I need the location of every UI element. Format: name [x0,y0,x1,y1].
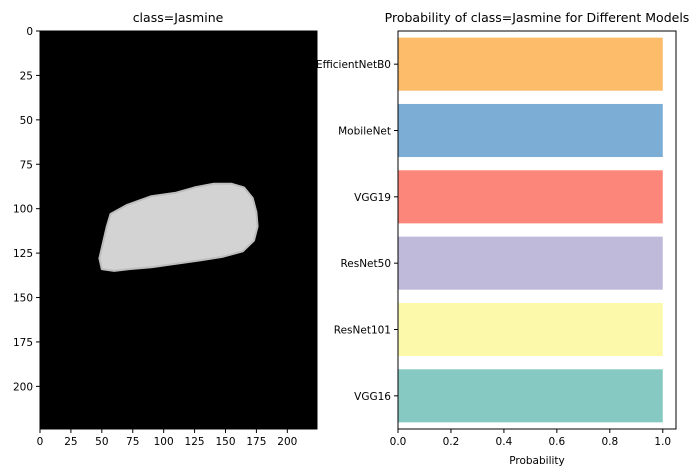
image-frame [39,30,318,430]
bar-chart-title: Probability of class=Jasmine for Differe… [385,10,690,25]
x-tick-label: 200 [277,436,297,448]
bar-mobilenet [398,103,663,158]
bar-vgg16 [398,369,663,423]
image-title: class=Jasmine [133,10,224,25]
bar-chart-panel: Probability of class=Jasmine for Differe… [316,10,689,467]
x-tick-label: 100 [154,436,174,448]
bar-vgg19 [398,170,663,224]
x-tick-label: 0.8 [601,436,618,448]
bar-resnet101 [398,302,663,357]
x-tick-label: 0 [37,436,44,448]
x-tick-label: 150 [215,436,235,448]
x-tick-label: 0.2 [443,436,460,448]
category-labels: EfficientNetB0 MobileNet VGG19 ResNet50 ResN… [316,59,398,403]
category-label: EfficientNetB0 [316,59,391,71]
bar-x-ticks: 0.0 0.2 0.4 0.6 0.8 1.0 [390,429,671,448]
image-panel: class=Jasmine 0 25 50 75 100 125 150 175 200 0 25… [13,10,318,448]
category-label: ResNet101 [334,325,391,337]
category-label: VGG16 [354,391,391,403]
image-y-ticks: 0 25 50 75 100 125 150 175 200 [13,26,40,393]
x-tick-label: 25 [64,436,77,448]
x-tick-label: 125 [185,436,205,448]
category-label: MobileNet [338,126,391,138]
image-x-ticks: 0 25 50 75 100 125 150 175 200 [37,429,297,448]
y-tick-label: 100 [13,204,33,216]
x-tick-label: 75 [126,436,139,448]
bars [398,37,663,423]
y-tick-label: 150 [13,293,33,305]
y-tick-label: 175 [13,337,33,349]
y-tick-label: 125 [13,248,33,260]
x-tick-label: 175 [246,436,266,448]
y-tick-label: 50 [20,115,33,127]
bar-resnet50 [398,236,663,290]
category-label: VGG19 [354,192,391,204]
y-tick-label: 25 [20,70,33,82]
y-tick-label: 200 [13,381,33,393]
x-tick-label: 1.0 [654,436,671,448]
category-label: ResNet50 [340,258,391,270]
x-axis-label: Probability [509,455,565,467]
x-tick-label: 50 [95,436,108,448]
bar-chart-frame [397,30,677,430]
rice-grain [98,182,259,272]
x-tick-label: 0.0 [390,436,407,448]
bar-efficientnetb0 [398,37,663,91]
x-tick-label: 0.6 [549,436,566,448]
y-tick-label: 0 [26,26,33,38]
y-tick-label: 75 [20,159,33,171]
x-tick-label: 0.4 [496,436,513,448]
